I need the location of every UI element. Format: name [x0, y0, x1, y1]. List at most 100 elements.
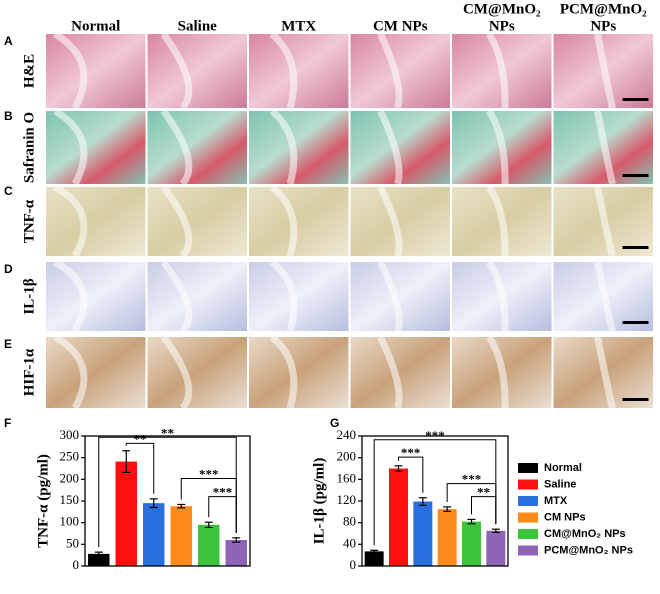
scale-bar — [622, 174, 649, 177]
legend-label: CM NPs — [544, 511, 586, 523]
legend-swatch — [518, 512, 538, 523]
micrograph — [46, 34, 146, 108]
panel-label: D — [4, 262, 13, 276]
bar — [462, 521, 481, 566]
error-bar — [122, 450, 131, 473]
y-tick-label: 80 — [343, 514, 356, 529]
legend-swatch — [518, 463, 538, 473]
legend-swatch — [518, 479, 538, 490]
y-tick-label: 150 — [60, 492, 80, 507]
column-header: CM NPs — [373, 18, 428, 34]
tissue-texture — [53, 183, 88, 258]
significance-bracket — [471, 496, 497, 525]
y-tick-label: 300 — [60, 427, 80, 442]
y-axis-label: TNF-α (pg/ml) — [35, 454, 51, 548]
tissue-texture — [594, 336, 616, 409]
tissue-texture — [594, 110, 616, 185]
error-bar — [418, 497, 427, 506]
panel-label: A — [4, 34, 13, 48]
tissue-texture — [377, 109, 403, 186]
tissue-texture — [377, 260, 403, 333]
error-bar — [467, 518, 476, 525]
bar — [198, 524, 220, 566]
tissue-texture — [594, 261, 616, 332]
scale-bar — [622, 98, 649, 101]
micrograph — [147, 111, 247, 184]
tissue-texture — [269, 259, 298, 332]
tissue-texture — [486, 335, 509, 409]
tissue-texture — [269, 31, 298, 109]
significance-label: *** — [213, 485, 233, 500]
y-tick-label: 50 — [66, 535, 79, 550]
legend-swatch — [518, 496, 538, 506]
y-tick-label: 250 — [60, 449, 80, 464]
tissue-texture — [269, 184, 298, 257]
tissue-texture — [53, 107, 88, 186]
tissue-texture — [160, 184, 193, 259]
y-tick-label: 0 — [350, 557, 357, 572]
error-bar — [94, 551, 103, 557]
y-tick-label: 200 — [337, 449, 357, 464]
column-header: PCM@MnO₂ — [560, 1, 647, 17]
significance-bracket — [373, 439, 497, 546]
error-bar — [443, 506, 452, 512]
micrograph — [249, 262, 349, 331]
column-header: Normal — [71, 18, 120, 34]
micrograph — [46, 337, 146, 408]
tissue-texture — [269, 108, 298, 185]
column-header: NPs — [489, 18, 515, 34]
y-tick-label: 100 — [60, 514, 80, 529]
bar — [364, 551, 384, 566]
tissue-texture — [53, 258, 88, 333]
micrograph — [249, 187, 349, 256]
panel-label: C — [4, 184, 13, 198]
error-bar — [370, 549, 379, 554]
significance-bracket — [208, 496, 237, 533]
significance-label: ** — [477, 485, 490, 500]
tissue-texture — [160, 259, 193, 334]
row-label: HIF-1α — [21, 348, 37, 396]
column-header: CM@MnO₂ — [463, 1, 541, 17]
panel-label: B — [4, 109, 13, 123]
bar — [413, 501, 433, 566]
significance-bracket — [398, 456, 424, 493]
y-tick-label: 240 — [337, 427, 357, 442]
row-label: IL-1β — [21, 278, 37, 314]
panel-label: F — [4, 416, 11, 430]
tissue-texture — [160, 334, 193, 411]
column-header: Saline — [178, 18, 218, 34]
row-label: H&E — [21, 54, 37, 88]
tissue-texture — [53, 333, 88, 410]
y-tick-label: 120 — [337, 492, 357, 507]
error-bar — [394, 465, 403, 472]
micrograph — [249, 34, 349, 108]
legend-label: MTX — [544, 495, 568, 507]
significance-label: *** — [425, 428, 445, 443]
error-bar — [204, 521, 213, 529]
legend-label: Normal — [544, 462, 582, 474]
legend-swatch — [518, 545, 538, 556]
bar — [389, 468, 408, 566]
tissue-texture — [486, 260, 509, 332]
legend-swatch — [518, 529, 538, 539]
tissue-texture — [269, 334, 298, 409]
column-header: NPs — [590, 18, 616, 34]
micrograph — [46, 262, 146, 331]
scale-bar — [622, 398, 649, 401]
legend-label: PCM@MnO₂ NPs — [544, 544, 633, 556]
y-tick-label: 200 — [60, 470, 80, 485]
significance-label: *** — [199, 466, 219, 481]
tissue-texture — [486, 109, 509, 185]
significance-bracket — [125, 442, 155, 494]
y-tick-label: 0 — [73, 557, 80, 572]
y-axis-label: IL-1β (pg/ml) — [311, 458, 327, 545]
scale-bar — [622, 246, 649, 249]
tissue-texture — [486, 185, 509, 257]
tissue-texture — [160, 31, 193, 111]
significance-label: *** — [401, 445, 421, 460]
error-bar — [149, 498, 158, 509]
column-header: MTX — [281, 18, 316, 34]
bar — [170, 506, 192, 566]
bar — [115, 461, 137, 566]
